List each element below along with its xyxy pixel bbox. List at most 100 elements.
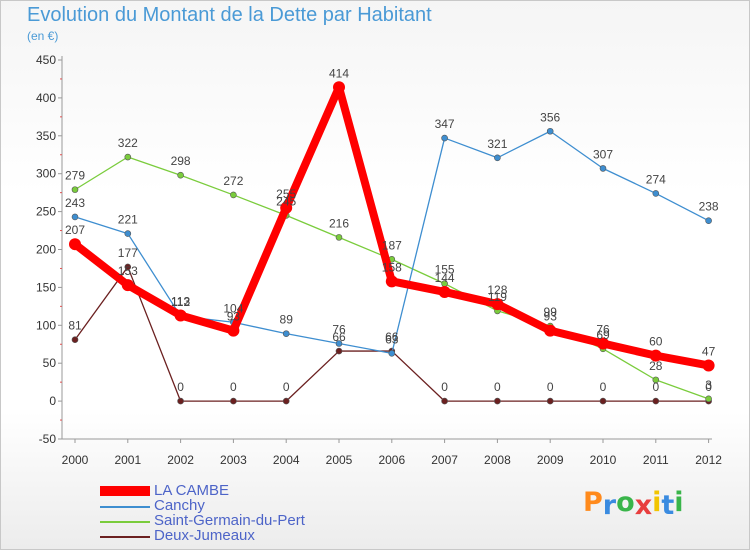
data-label: 0 (177, 380, 184, 394)
data-label: 0 (283, 380, 290, 394)
legend-label-canchy: Canchy (154, 497, 205, 514)
proxiti-logo: Proxiti (583, 487, 684, 521)
x-tick-label: 2004 (273, 453, 300, 467)
data-point (652, 190, 660, 197)
logo-letter: x (634, 490, 653, 521)
x-tick-label: 2003 (220, 453, 247, 467)
data-label: 76 (596, 322, 610, 336)
data-label: 66 (385, 330, 399, 344)
y-tick-label: 300 (36, 167, 56, 181)
data-point (438, 285, 451, 298)
data-point (124, 153, 132, 161)
data-label: 238 (699, 200, 719, 214)
y-tick-label: -50 (39, 432, 57, 446)
y-tick-label: 0 (49, 394, 56, 408)
x-tick-label: 2009 (537, 453, 564, 467)
unit-label: (en €) (27, 29, 59, 43)
data-label: 81 (68, 319, 82, 333)
data-label: 274 (646, 172, 666, 186)
data-point (441, 134, 448, 142)
data-label: 104 (223, 301, 243, 315)
x-tick-label: 2001 (114, 453, 141, 467)
logo-letter: o (616, 487, 635, 518)
x-tick-label: 2012 (695, 453, 722, 467)
data-point (385, 275, 398, 288)
data-point (177, 171, 184, 179)
data-point (544, 324, 557, 337)
legend-label-la-cambe: LA CAMBE (154, 482, 230, 499)
data-label: 356 (540, 110, 560, 124)
data-label: 28 (649, 359, 663, 373)
data-label: 322 (118, 136, 138, 150)
data-point (702, 359, 715, 372)
data-label: 60 (649, 335, 663, 349)
data-point (652, 397, 660, 405)
data-label: 347 (435, 117, 455, 131)
data-label: 414 (329, 66, 349, 80)
data-label: 47 (702, 344, 716, 358)
logo-letter: i (652, 487, 662, 518)
data-label: 307 (593, 147, 613, 161)
data-label: 158 (382, 260, 402, 274)
y-tick-label: 50 (43, 356, 57, 370)
data-point (597, 337, 609, 350)
data-label: 155 (435, 263, 455, 277)
data-label: 66 (332, 330, 346, 344)
data-label: 0 (441, 380, 448, 394)
data-label: 144 (435, 271, 455, 285)
x-tick-label: 2006 (378, 453, 405, 467)
data-label: 245 (276, 194, 296, 208)
data-label: 207 (65, 223, 85, 237)
data-label: 272 (223, 174, 243, 188)
data-label: 153 (118, 264, 138, 278)
y-tick-label: 250 (36, 205, 56, 219)
y-tick-label: 200 (36, 243, 56, 257)
data-point (71, 186, 79, 193)
data-point (652, 376, 660, 384)
series-line-0 (72, 83, 710, 370)
data-point (124, 263, 132, 271)
data-label: 93 (544, 310, 558, 324)
legend-label-deux-jumeaux: Deux-Jumeaux (154, 527, 255, 544)
x-tick-label: 2005 (326, 453, 353, 467)
data-label: 0 (652, 380, 659, 394)
data-label: 112 (171, 295, 190, 309)
x-tick-label: 2011 (643, 453, 669, 467)
data-point (599, 165, 607, 172)
data-point (177, 397, 184, 405)
data-label: 298 (171, 154, 191, 168)
data-label: 113 (171, 294, 190, 308)
logo-letter: P (583, 487, 603, 518)
data-point (491, 298, 504, 311)
logo-letter: i (674, 487, 684, 518)
x-tick-label: 2008 (484, 453, 511, 467)
data-point (335, 347, 343, 355)
data-point (227, 324, 240, 337)
data-label: 3 (705, 378, 712, 392)
chart-title: Evolution du Montant de la Dette par Hab… (27, 4, 432, 26)
data-point (705, 217, 712, 224)
legend-swatch-la-cambe (100, 486, 150, 496)
data-point (441, 397, 448, 405)
data-point (71, 213, 79, 221)
y-tick-label: 450 (36, 53, 56, 67)
x-tick-label: 2007 (431, 453, 458, 467)
data-label: 69 (596, 328, 610, 342)
x-tick-label: 2010 (590, 453, 617, 467)
data-point (494, 154, 501, 162)
data-point (335, 234, 343, 241)
data-label: 119 (488, 290, 507, 304)
data-point (174, 309, 187, 322)
data-label: 76 (332, 322, 346, 336)
data-label: 187 (382, 238, 402, 252)
legend-swatch-deux-jumeaux (100, 536, 150, 538)
legend-swatch-saint-germain-du-pert (100, 521, 150, 523)
logo-letter: t (661, 490, 675, 521)
data-point (388, 350, 396, 357)
data-label: 0 (547, 380, 554, 394)
data-label: 255 (276, 187, 296, 201)
data-point (599, 397, 607, 405)
data-label: 0 (230, 380, 237, 394)
